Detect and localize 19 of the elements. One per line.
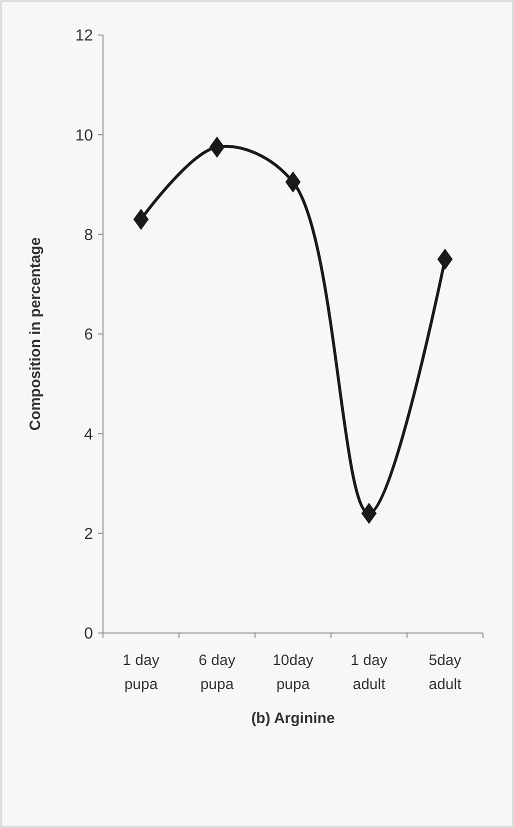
y-tick-label: 2 bbox=[84, 526, 94, 543]
text: (b) Arginine bbox=[251, 710, 335, 727]
y-tick-label: 6 bbox=[84, 326, 94, 344]
y-axis-title: Composition in percentage bbox=[27, 237, 44, 431]
y-tick-label: 12 bbox=[75, 28, 94, 45]
point bbox=[361, 502, 377, 524]
y-tick-label: 8 bbox=[84, 226, 94, 244]
point bbox=[133, 208, 149, 230]
x-tick-label: 6 day pupa bbox=[198, 652, 236, 693]
point bbox=[209, 136, 225, 158]
point bbox=[285, 171, 301, 193]
x-tick-label: 1 day adult bbox=[350, 652, 388, 693]
y-tick-label: 4 bbox=[84, 426, 94, 444]
y-tick-label: 0 bbox=[84, 626, 94, 643]
x-tick-label: 10day pupa bbox=[272, 652, 314, 693]
x-tick-label: 1 day pupa bbox=[122, 652, 160, 693]
y-tick-label: 10 bbox=[75, 127, 94, 144]
x-tick-label: 5day adult bbox=[428, 652, 462, 693]
point bbox=[437, 248, 453, 270]
